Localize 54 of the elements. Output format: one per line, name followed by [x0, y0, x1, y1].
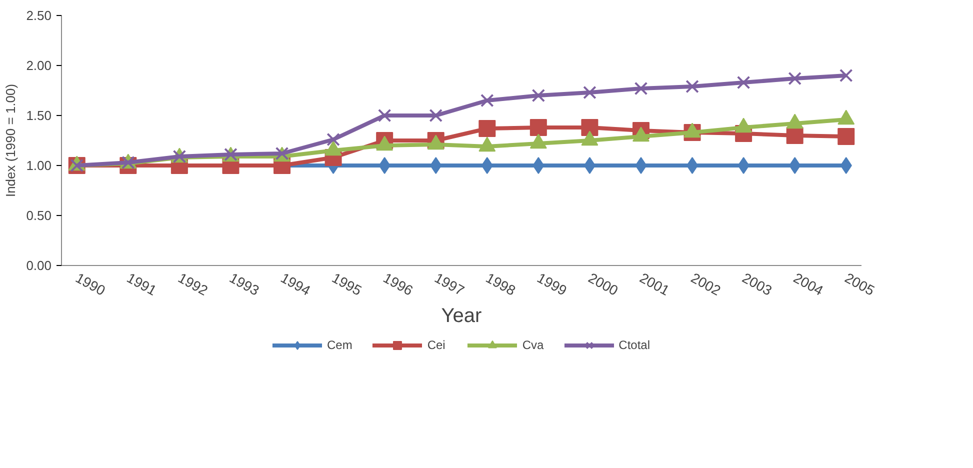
- x-tick-label: 2002: [688, 269, 724, 299]
- point: [480, 94, 494, 108]
- x-tick-label: 1992: [176, 269, 211, 299]
- legend-label: Cva: [522, 338, 544, 352]
- point: [786, 127, 804, 144]
- y-tick-label: 2.50: [26, 8, 52, 23]
- x-tick-label: 1996: [380, 269, 416, 299]
- point: [429, 108, 443, 122]
- y-tick-label: 0.00: [26, 258, 52, 273]
- x-tick-label: 1991: [124, 269, 160, 299]
- legend-label: Cei: [427, 338, 446, 352]
- point: [839, 68, 853, 82]
- legend-label: Ctotal: [618, 338, 650, 352]
- x-tick-label: 1995: [329, 269, 365, 299]
- x-tick-label: 1990: [73, 269, 108, 299]
- point: [736, 76, 750, 90]
- x-tick-label: 1997: [432, 269, 468, 299]
- x-tick-label: 2005: [842, 269, 878, 299]
- point: [481, 157, 493, 174]
- point: [532, 157, 544, 174]
- x-tick-label: 2003: [740, 269, 775, 299]
- x-tick-label: 1994: [278, 269, 314, 299]
- x-tick-label: 1999: [534, 269, 570, 299]
- point: [581, 119, 598, 136]
- y-tick-label: 2.00: [26, 58, 52, 73]
- point: [838, 128, 855, 145]
- point: [326, 132, 340, 146]
- x-tick-label: 2004: [791, 269, 826, 299]
- point: [378, 157, 390, 174]
- point: [532, 88, 546, 102]
- point: [635, 157, 647, 174]
- point: [583, 86, 596, 100]
- point: [530, 119, 547, 136]
- y-axis-title: Index (1990 = 1.00): [3, 84, 18, 198]
- point: [430, 157, 442, 174]
- y-tick-label: 0.50: [26, 208, 52, 223]
- x-tick-label: 1993: [226, 269, 262, 299]
- point: [789, 157, 801, 174]
- point: [738, 157, 750, 174]
- point: [686, 80, 699, 94]
- point: [634, 82, 648, 96]
- point: [788, 72, 802, 86]
- point: [686, 157, 698, 174]
- point: [378, 108, 392, 122]
- x-axis-title: Year: [441, 305, 482, 328]
- x-tick-label: 2000: [586, 269, 622, 299]
- x-tick-label: 2001: [637, 269, 672, 299]
- point: [478, 120, 496, 137]
- point: [840, 157, 852, 174]
- point: [584, 157, 596, 174]
- x-tick-label: 1998: [483, 269, 518, 299]
- legend-label: Cem: [326, 338, 352, 352]
- y-tick-label: 1.00: [26, 158, 52, 173]
- y-tick-label: 1.50: [26, 108, 52, 123]
